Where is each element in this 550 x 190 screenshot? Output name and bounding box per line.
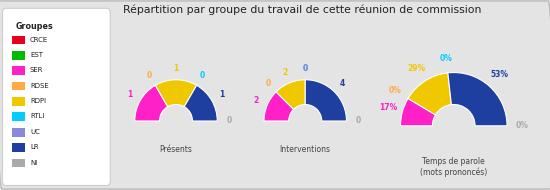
Bar bbox=[12, 112, 25, 121]
Text: Groupes: Groupes bbox=[15, 22, 53, 31]
Text: 0: 0 bbox=[302, 64, 308, 73]
Bar bbox=[12, 97, 25, 106]
Text: 0: 0 bbox=[265, 79, 271, 88]
Text: 0: 0 bbox=[147, 71, 152, 80]
Text: 0%: 0% bbox=[389, 86, 402, 95]
Text: NI: NI bbox=[30, 160, 37, 166]
Text: 2: 2 bbox=[254, 96, 259, 105]
Text: RDSE: RDSE bbox=[30, 83, 48, 89]
Text: UC: UC bbox=[30, 129, 40, 135]
Text: Temps de parole
(mots prononcés): Temps de parole (mots prononcés) bbox=[420, 157, 487, 177]
Wedge shape bbox=[184, 85, 217, 121]
Wedge shape bbox=[448, 73, 507, 126]
Bar bbox=[12, 82, 25, 90]
Text: RTLI: RTLI bbox=[30, 113, 45, 120]
FancyBboxPatch shape bbox=[2, 8, 111, 185]
Bar bbox=[12, 143, 25, 152]
Wedge shape bbox=[155, 80, 197, 107]
Text: Répartition par groupe du travail de cette réunion de commission: Répartition par groupe du travail de cet… bbox=[123, 5, 482, 15]
Wedge shape bbox=[276, 80, 305, 109]
Text: CRCE: CRCE bbox=[30, 36, 48, 43]
Text: 0: 0 bbox=[355, 116, 361, 126]
Text: 29%: 29% bbox=[408, 64, 426, 73]
Text: SER: SER bbox=[30, 67, 43, 73]
Text: Présents: Présents bbox=[160, 145, 192, 154]
Bar bbox=[12, 36, 25, 44]
Wedge shape bbox=[408, 73, 452, 115]
Wedge shape bbox=[305, 80, 346, 121]
Wedge shape bbox=[264, 92, 294, 121]
Wedge shape bbox=[135, 85, 168, 121]
Text: 1: 1 bbox=[128, 90, 133, 99]
Text: 0: 0 bbox=[200, 71, 205, 80]
Text: 1: 1 bbox=[219, 90, 224, 99]
Text: 4: 4 bbox=[340, 79, 345, 88]
Bar bbox=[12, 51, 25, 60]
Bar bbox=[12, 159, 25, 167]
Text: EST: EST bbox=[30, 52, 43, 58]
Bar bbox=[12, 128, 25, 137]
Text: LR: LR bbox=[30, 144, 38, 150]
Text: 0%: 0% bbox=[515, 121, 529, 130]
Text: RDPI: RDPI bbox=[30, 98, 46, 104]
Text: 17%: 17% bbox=[379, 103, 397, 112]
Text: Interventions: Interventions bbox=[280, 145, 331, 154]
Text: 2: 2 bbox=[282, 68, 288, 77]
Text: 53%: 53% bbox=[490, 70, 508, 79]
Text: 1: 1 bbox=[173, 64, 179, 73]
Text: 0%: 0% bbox=[440, 54, 453, 63]
Text: 0: 0 bbox=[226, 116, 232, 126]
Text: 0: 0 bbox=[302, 64, 308, 73]
Wedge shape bbox=[400, 98, 436, 126]
Bar bbox=[12, 66, 25, 75]
